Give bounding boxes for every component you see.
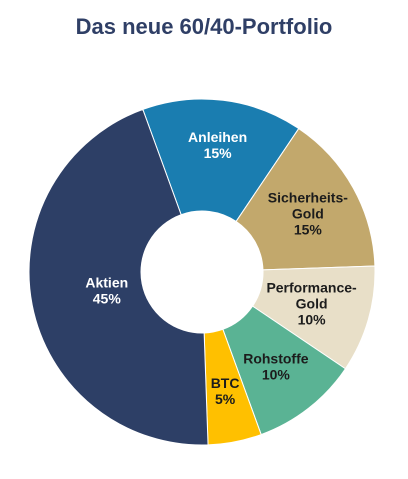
slice-label-sicherheits-gold: Sicherheits-Gold 15% [268, 189, 348, 237]
slice-category-label: Gold [296, 295, 328, 311]
chart-labels: Anleihen 15%Sicherheits-Gold 15%Performanc… [85, 129, 357, 407]
slice-category-label: Aktien [85, 275, 128, 291]
slice-value-label: 15% [294, 221, 323, 237]
slice-value-label: 10% [262, 367, 291, 383]
slice-category-label: BTC [211, 375, 240, 391]
slice-label-btc: BTC 5% [211, 375, 240, 407]
slice-label-rohstoffe: Rohstoffe 10% [243, 351, 309, 383]
chart-title: Das neue 60/40-Portfolio [75, 14, 333, 39]
slice-category-label: Gold [292, 205, 324, 221]
slice-category-label: Performance- [266, 279, 357, 295]
slice-label-anleihen: Anleihen 15% [188, 129, 247, 161]
chart-slices [28, 98, 376, 446]
slice-value-label: 45% [93, 291, 122, 307]
slice-category-label: Anleihen [188, 129, 247, 145]
slice-anleihen [142, 98, 300, 223]
slice-category-label: Sicherheits- [268, 189, 348, 205]
slice-sicherheits-gold [235, 127, 376, 271]
slice-value-label: 10% [298, 311, 327, 327]
slice-aktien [28, 108, 209, 446]
slice-label-aktien: Aktien 45% [85, 275, 128, 307]
slice-value-label: 5% [215, 391, 236, 407]
slice-value-label: 15% [204, 145, 233, 161]
slice-category-label: Rohstoffe [243, 351, 309, 367]
slice-label-performance-gold: Performance-Gold 10% [266, 279, 357, 327]
